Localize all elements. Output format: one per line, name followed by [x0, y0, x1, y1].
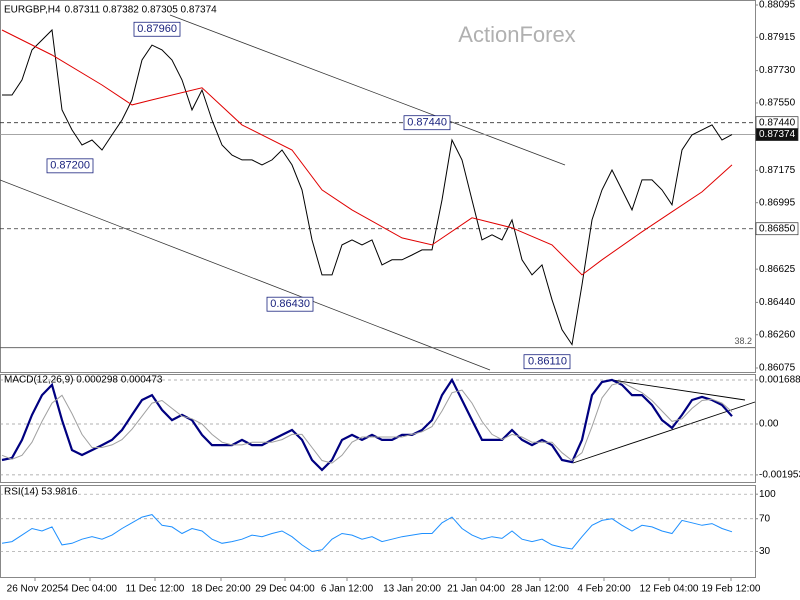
y-tick-label: 0.87175: [759, 165, 796, 176]
y-tick-label: 0.87550: [759, 98, 796, 109]
annotation-box: [266, 296, 314, 312]
level-label: 0.87440: [759, 117, 796, 128]
panel-title: EURGBP,H4: [4, 5, 61, 16]
x-tick-label: 19 Feb 12:00: [702, 584, 761, 595]
y-tick-label: 0.86075: [759, 363, 796, 374]
y-tick-label: 0.001688: [759, 375, 800, 386]
x-tick-label: 28 Jan 12:00: [511, 584, 569, 595]
x-tick-label: 11 Dec 12:00: [126, 584, 185, 595]
y-tick-label: 0.88095: [759, 0, 796, 11]
y-tick-label: 100: [759, 489, 776, 500]
x-tick-label: 29 Dec 04:00: [255, 584, 315, 595]
y-tick-label: 0.00: [759, 419, 779, 430]
x-tick-label: 4 Dec 04:00: [63, 584, 117, 595]
y-tick-label: -0.001953: [759, 470, 800, 481]
level-box: [755, 128, 799, 141]
y-tick-label: 30: [759, 546, 771, 557]
annotation-box: [523, 354, 571, 370]
channel-upper: [169, 14, 566, 166]
series-line: [1, 381, 733, 464]
y-tick-label: 0.86995: [759, 197, 796, 208]
y-tick-label: 0.86440: [759, 297, 796, 308]
series-line: [1, 29, 733, 276]
watermark: ActionForex: [458, 22, 575, 47]
y-tick-label: 0.87915: [759, 32, 796, 43]
macd-triangle-upper: [611, 379, 746, 401]
macd-frame: [0, 374, 756, 483]
annotation-box: [133, 21, 181, 37]
x-tick-label: 13 Jan 20:00: [383, 584, 441, 595]
main-frame: [0, 0, 756, 373]
y-tick-label: 0.86625: [759, 264, 796, 275]
level-box: [755, 222, 799, 236]
annotation-label: 0.86430: [270, 298, 310, 310]
y-tick-label: 0.86260: [759, 329, 796, 340]
channel-lower: [0, 179, 491, 371]
x-tick-label: 6 Jan 12:00: [321, 584, 374, 595]
rsi-frame: [0, 485, 756, 578]
panel-title: MACD(12,26,9) 0.000298 0.000473: [4, 375, 163, 386]
annotation-label: 0.87960: [137, 23, 177, 35]
fib-label: 38.2: [734, 336, 752, 346]
macd-triangle-lower: [572, 401, 756, 464]
panel-title: RSI(14) 53.9816: [4, 487, 78, 498]
annotation-box: [46, 158, 94, 174]
annotation-label: 0.86110: [528, 356, 567, 368]
panel-subtitle: 0.87311 0.87382 0.87305 0.87374: [65, 5, 218, 16]
x-tick-label: 4 Feb 20:00: [577, 584, 631, 595]
y-tick-label: 0.87730: [759, 65, 796, 76]
x-tick-label: 12 Feb 04:00: [640, 584, 699, 595]
series-line: [1, 514, 733, 553]
x-tick-label: 26 Nov 2025: [7, 584, 64, 595]
series-line: [2, 28, 733, 346]
y-tick-label: 70: [759, 513, 771, 524]
annotation-box: [403, 115, 451, 131]
x-tick-label: 18 Dec 20:00: [191, 584, 251, 595]
annotation-label: 0.87440: [407, 117, 447, 129]
level-label: 0.87374: [759, 129, 796, 140]
level-label: 0.86850: [759, 223, 796, 234]
x-tick-label: 21 Jan 04:00: [447, 584, 505, 595]
annotation-label: 0.87200: [50, 160, 90, 172]
